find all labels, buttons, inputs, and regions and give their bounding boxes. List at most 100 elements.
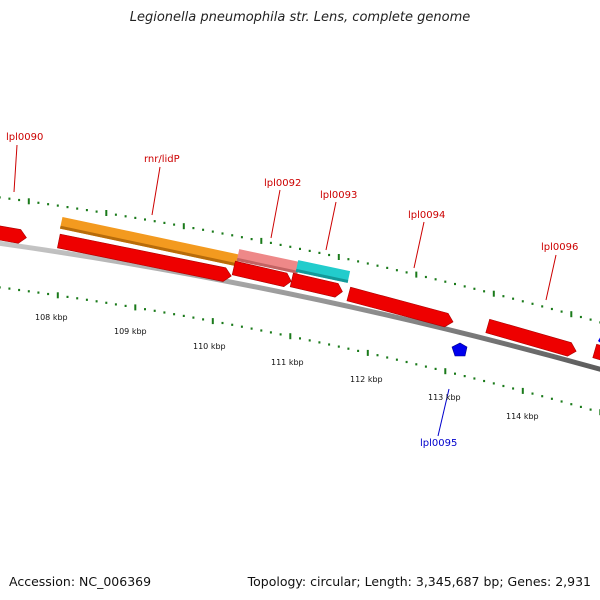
tick-minor <box>144 308 146 311</box>
feature-lpl0092-pink[interactable] <box>236 249 300 274</box>
tick-minor <box>8 197 11 200</box>
tick-minor <box>66 206 69 209</box>
tick-major <box>521 387 524 394</box>
tick-minor <box>328 343 331 346</box>
tick-label-110: 110 kbp <box>193 342 226 351</box>
tick-minor <box>37 201 40 204</box>
tick-label-112: 112 kbp <box>350 375 383 384</box>
tick-minor <box>415 363 418 366</box>
tick-minor <box>153 220 156 223</box>
gene-label-lpl0090[interactable]: lpl0090 <box>6 132 43 143</box>
tick-minor <box>105 301 108 304</box>
tick-minor <box>231 234 234 237</box>
tick-minor <box>289 245 292 248</box>
tick-minor <box>76 297 79 300</box>
tick-minor <box>512 297 515 300</box>
tick-minor <box>240 325 243 328</box>
tick-minor <box>473 287 476 290</box>
gene-arrow-lpl0094[interactable] <box>346 286 455 328</box>
tick-minor <box>424 365 427 368</box>
tick-minor <box>434 278 437 281</box>
tick-label-114: 114 kbp <box>506 412 539 421</box>
tick-major <box>182 223 185 230</box>
tick-major <box>337 254 340 260</box>
tick-minor <box>541 395 544 398</box>
tick-major <box>56 292 59 299</box>
tick-minor <box>347 347 350 350</box>
gene-arrow-lpl0092[interactable] <box>231 260 293 288</box>
gene-arrow-lpl0095[interactable] <box>451 342 468 357</box>
tick-minor <box>357 349 360 352</box>
tick-minor <box>550 397 553 400</box>
gene-arrow-lpl0090[interactable] <box>0 223 28 245</box>
tick-minor <box>560 400 563 403</box>
tick-major <box>134 304 137 311</box>
accession-text: Accession: NC_006369 <box>9 574 152 589</box>
tick-minor <box>463 285 466 288</box>
tick-minor <box>308 249 311 252</box>
tick-minor <box>279 333 282 336</box>
tick-minor <box>260 329 263 332</box>
tick-minor <box>366 262 369 265</box>
tick-minor <box>444 280 447 283</box>
tick-minor <box>192 227 195 230</box>
tick-major <box>260 237 263 244</box>
tick-minor <box>541 305 544 308</box>
feature-lpl0093-cyan[interactable] <box>295 260 351 283</box>
gene-label-rnr-lidP[interactable]: rnr/lidP <box>144 154 180 165</box>
tick-minor <box>47 292 50 296</box>
outer-tick-track <box>0 196 600 324</box>
tick-minor <box>85 209 88 212</box>
tick-minor <box>376 354 379 357</box>
tick-minor <box>66 295 69 298</box>
tick-major <box>415 271 418 278</box>
feature-rnr-lidP-orange[interactable] <box>59 216 240 267</box>
tick-minor <box>579 405 582 408</box>
tick-minor <box>182 314 185 317</box>
tick-minor <box>114 303 117 306</box>
tick-minor <box>299 247 301 250</box>
tick-minor <box>395 269 398 272</box>
tick-minor <box>240 236 243 239</box>
tick-minor <box>279 243 282 246</box>
tick-minor <box>492 382 495 385</box>
tick-minor <box>454 372 456 375</box>
tick-minor <box>95 210 98 213</box>
tick-minor <box>473 377 476 380</box>
tick-minor <box>163 221 166 224</box>
tick-major <box>289 333 292 340</box>
tick-minor <box>521 300 524 303</box>
gene-arrow-lpl0093[interactable] <box>289 272 344 298</box>
tick-minor <box>37 291 40 294</box>
gene-label-lpl0092[interactable]: lpl0092 <box>264 178 301 189</box>
tick-minor <box>76 207 79 210</box>
gene-arrow-lpl0096[interactable] <box>485 318 578 358</box>
gene-label-lpl0095[interactable]: lpl0095 <box>420 438 457 449</box>
tick-minor <box>56 204 59 207</box>
tick-minor <box>328 253 331 257</box>
tick-minor <box>47 203 50 206</box>
tick-minor <box>211 230 214 233</box>
tick-minor <box>570 403 573 406</box>
tick-minor <box>483 290 486 293</box>
tick-major <box>211 318 214 325</box>
gene-arrow-rnr-lidP[interactable] <box>57 233 232 283</box>
tick-minor <box>269 331 272 334</box>
tick-minor <box>395 358 398 361</box>
tick-minor <box>192 316 195 319</box>
tick-minor <box>337 345 340 348</box>
gene-arrow-next[interactable] <box>592 343 600 363</box>
tick-minor <box>463 375 466 378</box>
tick-minor <box>502 295 505 298</box>
inner-tick-track <box>0 286 600 416</box>
tick-minor <box>550 307 553 311</box>
tick-minor <box>8 287 11 290</box>
tick-minor <box>173 223 176 226</box>
gene-label-lpl0094[interactable]: lpl0094 <box>408 210 445 221</box>
tick-major <box>105 210 108 216</box>
tick-minor <box>231 323 234 326</box>
tick-minor <box>221 232 224 235</box>
gene-label-lpl0093[interactable]: lpl0093 <box>320 190 357 201</box>
gene-label-lpl0096[interactable]: lpl0096 <box>541 242 578 253</box>
